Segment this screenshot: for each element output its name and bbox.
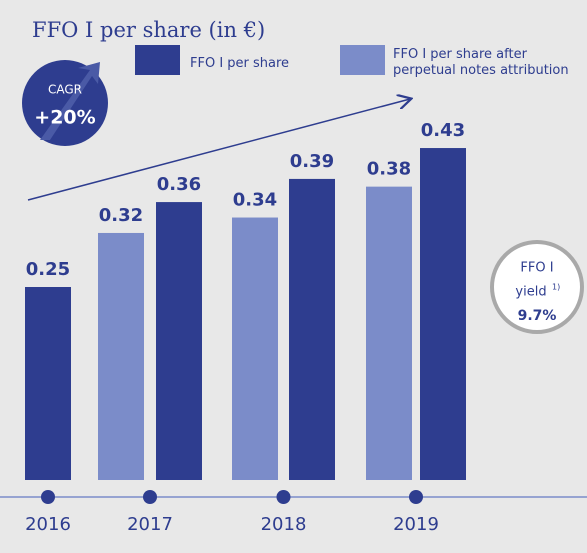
data-label: 0.38 <box>367 159 411 180</box>
data-label: 0.34 <box>233 190 277 211</box>
legend-swatch <box>135 45 180 75</box>
x-tick-label: 2018 <box>261 514 307 535</box>
timeline-dot <box>276 490 291 504</box>
timeline-dot <box>409 490 423 504</box>
timeline-dot <box>143 490 157 504</box>
bar <box>156 202 202 480</box>
bar <box>25 287 71 480</box>
legend-swatch <box>340 45 385 75</box>
legend-label: FFO I per share <box>190 56 290 71</box>
data-label: 0.25 <box>26 259 70 280</box>
cagr-arrow-icon <box>40 62 100 140</box>
legend-label: FFO I per share after perpetual notes at… <box>393 47 569 78</box>
timeline-dot <box>41 490 55 504</box>
data-label: 0.39 <box>290 151 334 172</box>
cagr-value: +20% <box>34 107 95 129</box>
data-label: 0.43 <box>421 120 465 141</box>
data-label: 0.36 <box>157 174 201 195</box>
bar <box>420 148 466 481</box>
x-tick-label: 2016 <box>25 514 71 535</box>
yield-value: 9.7% <box>518 308 557 324</box>
yield-badge <box>490 240 584 334</box>
bar <box>289 178 335 481</box>
x-tick-label: 2019 <box>393 514 439 535</box>
yield-word: yield <box>515 285 546 300</box>
yield-note: 1) <box>552 283 560 292</box>
chart-title: FFO I per share (in €) <box>32 18 266 42</box>
cagr-label: CAGR <box>48 83 82 97</box>
x-tick-label: 2017 <box>127 514 173 535</box>
trend-arrow <box>27 99 410 201</box>
yield-label: FFO I <box>520 261 553 276</box>
bar <box>98 232 144 480</box>
data-label: 0.32 <box>99 205 143 226</box>
bar <box>232 217 278 480</box>
bar <box>366 186 412 480</box>
